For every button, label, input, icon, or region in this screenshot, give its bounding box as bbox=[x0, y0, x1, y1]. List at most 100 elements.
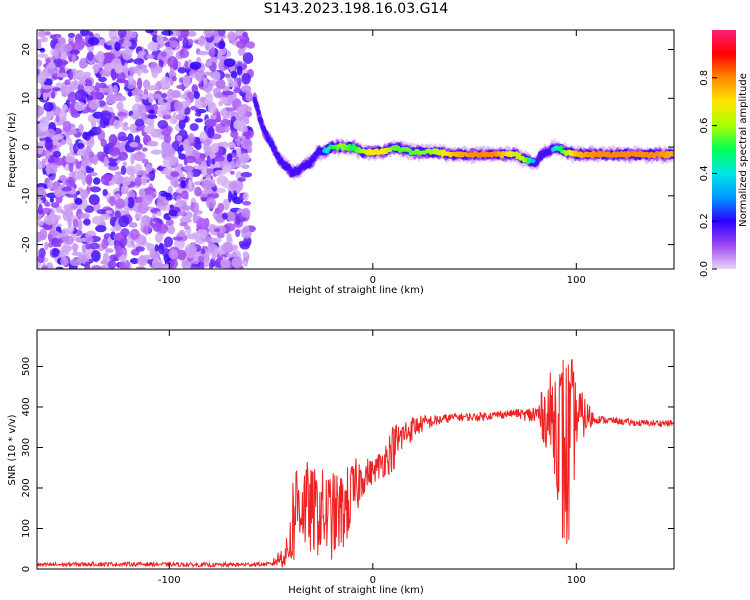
noise-blob bbox=[184, 145, 195, 153]
noise-blob bbox=[133, 88, 143, 96]
noise-blob bbox=[236, 147, 242, 157]
noise-blob bbox=[147, 92, 154, 104]
noise-blob bbox=[192, 202, 200, 214]
noise-blob bbox=[165, 219, 174, 227]
noise-blob bbox=[142, 194, 153, 206]
noise-blob bbox=[211, 143, 219, 154]
noise-blob bbox=[176, 198, 182, 207]
noise-blob bbox=[163, 248, 169, 254]
noise-blob bbox=[161, 30, 174, 36]
noise-blob bbox=[226, 232, 232, 243]
noise-blob bbox=[222, 163, 233, 173]
noise-blob bbox=[214, 246, 219, 255]
noise-blob bbox=[61, 228, 70, 237]
noise-blob bbox=[80, 189, 89, 200]
noise-blob bbox=[228, 182, 239, 189]
noise-blob bbox=[122, 49, 133, 61]
noise-blob bbox=[133, 110, 139, 116]
noise-blob bbox=[152, 262, 165, 269]
noise-blob bbox=[230, 130, 239, 139]
noise-blob bbox=[38, 247, 46, 259]
noise-blob bbox=[100, 260, 109, 265]
noise-blob bbox=[98, 76, 107, 83]
noise-blob bbox=[59, 175, 67, 182]
noise-blob bbox=[103, 156, 109, 168]
noise-blob bbox=[227, 31, 237, 41]
noise-blob bbox=[244, 106, 252, 112]
noise-blob bbox=[154, 243, 159, 254]
noise-blob bbox=[151, 68, 159, 79]
noise-blob bbox=[139, 221, 145, 227]
noise-blob bbox=[212, 87, 222, 93]
noise-blob bbox=[133, 58, 145, 65]
noise-blob bbox=[103, 65, 112, 73]
noise-blob bbox=[215, 79, 226, 90]
noise-blob bbox=[129, 31, 137, 39]
noise-blob bbox=[71, 203, 78, 209]
noise-blob bbox=[37, 186, 46, 198]
noise-blob bbox=[236, 105, 246, 116]
noise-blob bbox=[126, 78, 137, 90]
noise-blob bbox=[60, 256, 69, 266]
noise-blob bbox=[77, 219, 83, 231]
noise-blob bbox=[41, 85, 53, 90]
noise-blob bbox=[166, 88, 175, 101]
spectrogram-ytick-label: -20 bbox=[21, 236, 32, 252]
noise-blob bbox=[114, 198, 126, 209]
noise-blob bbox=[162, 113, 172, 120]
noise-blob bbox=[242, 131, 251, 137]
noise-blob bbox=[95, 82, 100, 94]
noise-blob bbox=[121, 40, 132, 48]
noise-blob bbox=[160, 76, 171, 88]
noise-blob bbox=[233, 119, 242, 130]
ridge-sample bbox=[444, 153, 449, 156]
noise-blob bbox=[77, 80, 86, 86]
ridge-sample bbox=[670, 152, 674, 156]
noise-blob bbox=[163, 236, 174, 248]
snr-xtick-label: -100 bbox=[158, 575, 181, 586]
noise-blob bbox=[240, 242, 250, 250]
colorbar-tick-label: 0.4 bbox=[699, 165, 710, 181]
noise-blob bbox=[218, 40, 226, 50]
noise-blob bbox=[151, 93, 162, 99]
noise-blob bbox=[44, 138, 53, 151]
noise-blob bbox=[202, 139, 212, 146]
noise-blob bbox=[69, 143, 75, 154]
noise-blob bbox=[108, 180, 115, 186]
colorbar: 0.0 0.2 0.4 0.6 0.8 Normalized spectral ampl… bbox=[699, 30, 749, 277]
noise-blob bbox=[61, 104, 68, 111]
noise-blob bbox=[51, 248, 60, 258]
noise-blob bbox=[194, 186, 202, 197]
snr-xtick-label: 100 bbox=[567, 575, 586, 586]
noise-blob bbox=[129, 141, 139, 148]
ridge-sample bbox=[520, 157, 526, 159]
noise-blob bbox=[197, 36, 206, 47]
noise-blob bbox=[86, 51, 94, 62]
noise-blob bbox=[204, 92, 214, 105]
noise-blob bbox=[205, 61, 213, 67]
spectrogram-ytick-label: 10 bbox=[21, 92, 32, 105]
noise-blob bbox=[79, 59, 87, 69]
noise-blob bbox=[148, 109, 155, 114]
noise-blob bbox=[243, 192, 249, 201]
noise-blob bbox=[38, 121, 49, 132]
noise-blob bbox=[128, 222, 138, 228]
noise-blob bbox=[47, 61, 56, 69]
spectrogram-frame bbox=[36, 29, 675, 270]
noise-blob bbox=[82, 219, 91, 225]
noise-blob bbox=[229, 170, 235, 175]
noise-blob bbox=[152, 217, 161, 222]
noise-blob bbox=[56, 72, 69, 78]
noise-blob bbox=[71, 53, 77, 64]
noise-blob bbox=[137, 105, 147, 117]
noise-blob bbox=[176, 30, 181, 37]
noise-blob bbox=[203, 71, 213, 76]
noise-blob bbox=[37, 203, 43, 216]
ridge-sample bbox=[516, 153, 522, 156]
noise-blob bbox=[187, 31, 197, 37]
noise-blob bbox=[83, 78, 93, 88]
noise-blob bbox=[162, 92, 167, 99]
spectrogram-xtick-label: -100 bbox=[158, 275, 181, 286]
noise-blob bbox=[179, 221, 188, 227]
snr-ytick-label: 200 bbox=[21, 478, 32, 497]
